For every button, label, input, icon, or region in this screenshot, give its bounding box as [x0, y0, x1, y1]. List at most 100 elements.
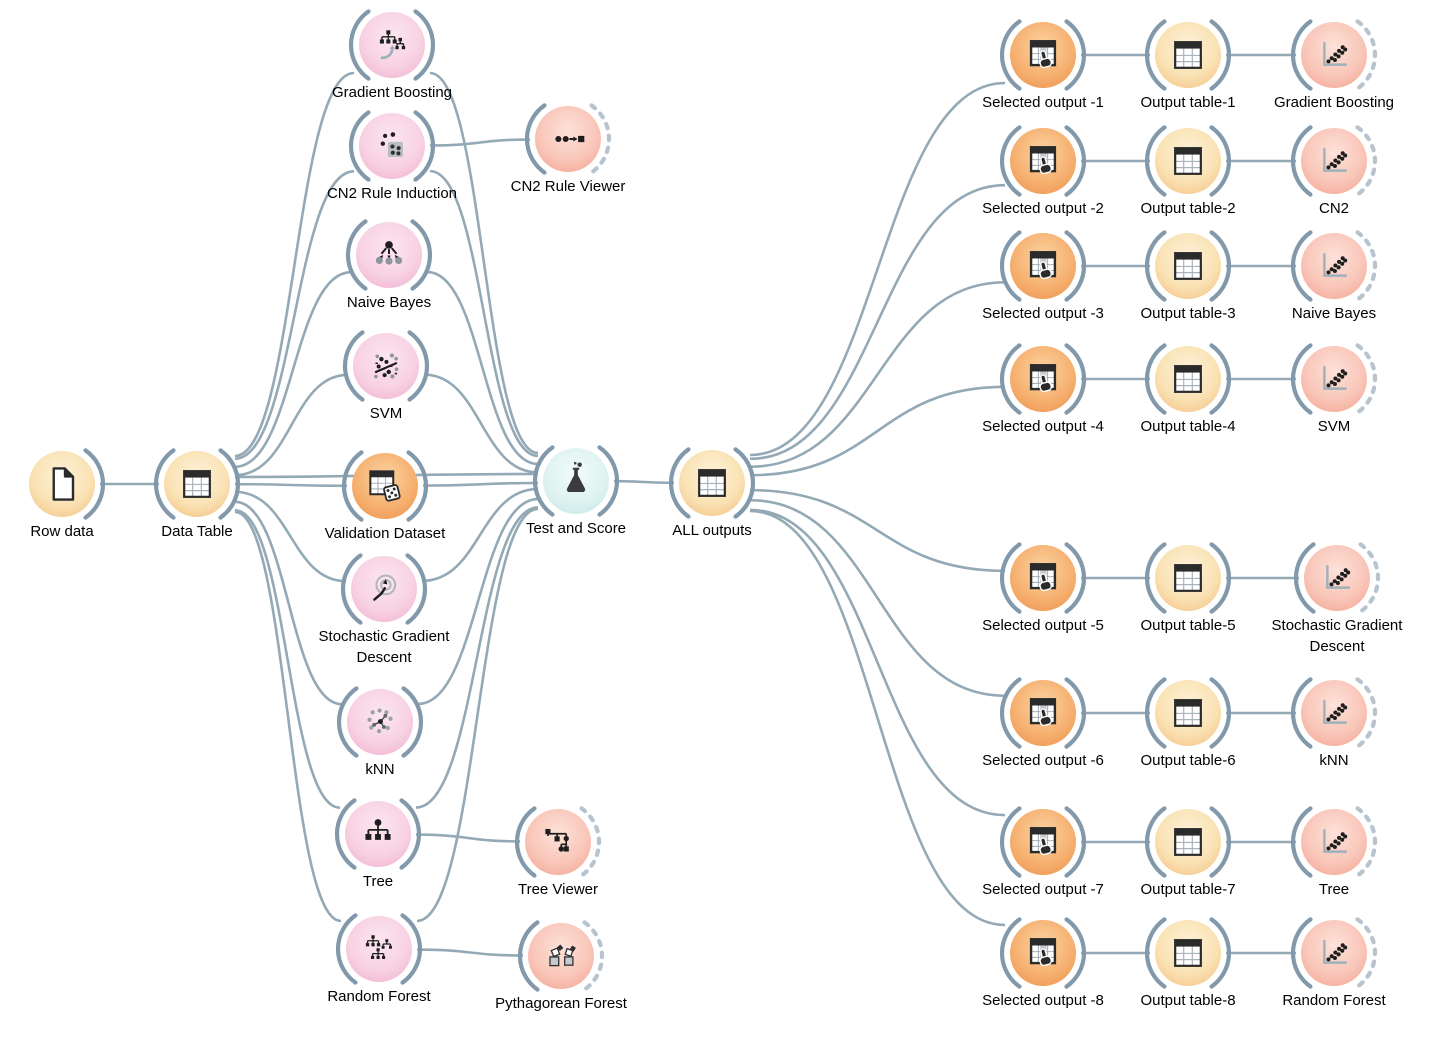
node-pythagorean-forest[interactable] [528, 923, 594, 989]
link-svm-test-and-score[interactable] [423, 373, 539, 474]
node-gradient-boosting[interactable] [359, 12, 425, 78]
node-output-table-7[interactable] [1155, 809, 1221, 875]
node-label-selected-output-8: Selected output -8 [982, 992, 1104, 1009]
random-forest-output-ear [400, 913, 423, 985]
node-label-plot-naive-bayes: Naive Bayes [1291, 305, 1377, 322]
node-stochastic-gradient-descent[interactable] [351, 556, 417, 622]
node-selected-output-7[interactable] [1010, 809, 1076, 875]
node-tree-viewer[interactable] [525, 809, 591, 875]
node-label-plot-cn2: CN2 [1318, 200, 1349, 217]
node-test-and-score[interactable] [543, 448, 609, 514]
link-knn-test-and-score[interactable] [417, 497, 539, 706]
plot-sgd-input-ear [1293, 542, 1316, 614]
link-data-table-cn2-rule-induction[interactable] [234, 170, 355, 460]
node-svm[interactable] [353, 333, 419, 399]
node-plot-gradient-boosting[interactable] [1301, 22, 1367, 88]
node-output-table-2[interactable] [1155, 128, 1221, 194]
stochastic-gradient-descent-output-ear [405, 553, 428, 625]
node-knn[interactable] [347, 689, 413, 755]
node-selected-output-3[interactable] [1010, 233, 1076, 299]
node-plot-knn[interactable] [1301, 680, 1367, 746]
node-selected-output-6[interactable] [1010, 680, 1076, 746]
tree-input-ear [334, 798, 357, 870]
link-all-outputs-selected-output-4[interactable] [749, 385, 1006, 477]
node-output-table-4[interactable] [1155, 346, 1221, 412]
node-plot-tree[interactable] [1301, 809, 1367, 875]
node-random-forest[interactable] [346, 916, 412, 982]
table-hand-icon [1021, 820, 1065, 864]
node-plot-naive-bayes[interactable] [1301, 233, 1367, 299]
node-label-output-table-7: Output table-7 [1140, 881, 1236, 898]
node-output-table-8[interactable] [1155, 920, 1221, 986]
link-stochastic-gradient-descent-test-and-score[interactable] [421, 487, 539, 583]
link-data-table-random-forest[interactable] [234, 510, 342, 923]
node-output-table-3[interactable] [1155, 233, 1221, 299]
link-data-table-tree[interactable] [234, 508, 341, 810]
node-naive-bayes[interactable] [356, 222, 422, 288]
node-selected-output-1[interactable] [1010, 22, 1076, 88]
plot-naive-bayes-output-ear [1355, 230, 1378, 302]
node-output-table-1[interactable] [1155, 22, 1221, 88]
node-cn2-rule-viewer[interactable] [535, 106, 601, 172]
link-all-outputs-selected-output-5[interactable] [749, 488, 1006, 573]
link-validation-dataset-test-and-score[interactable] [422, 481, 539, 487]
output-table-5-input-ear [1144, 542, 1167, 614]
node-label-test-and-score: Test and Score [525, 520, 627, 537]
link-all-outputs-selected-output-6[interactable] [749, 498, 1006, 698]
node-label-stochastic-gradient-descent: Stochastic Gradient Descent [318, 628, 450, 666]
cn2-rule-viewer-input-ear [524, 103, 547, 175]
link-all-outputs-selected-output-2[interactable] [749, 183, 1006, 461]
node-plot-random-forest[interactable] [1301, 920, 1367, 986]
node-label-tree-viewer: Tree Viewer [517, 881, 599, 898]
validation-dataset-input-ear [341, 450, 364, 522]
scatter-icon [1312, 820, 1356, 864]
node-data-table[interactable] [164, 451, 230, 517]
link-data-table-gradient-boosting[interactable] [234, 71, 355, 458]
node-label-plot-knn: kNN [1319, 752, 1349, 769]
link-data-table-knn[interactable] [234, 500, 343, 706]
svm-input-ear [342, 330, 365, 402]
link-data-table-naive-bayes[interactable] [234, 270, 352, 469]
node-selected-output-2[interactable] [1010, 128, 1076, 194]
link-all-outputs-selected-output-8[interactable] [749, 509, 1006, 927]
link-all-outputs-selected-output-1[interactable] [749, 81, 1006, 457]
link-gradient-boosting-test-and-score[interactable] [429, 71, 539, 455]
plot-knn-output-ear [1355, 677, 1378, 749]
link-random-forest-test-and-score[interactable] [416, 507, 539, 923]
link-naive-bayes-test-and-score[interactable] [426, 270, 539, 466]
link-test-and-score-all-outputs[interactable] [613, 479, 675, 485]
node-selected-output-5[interactable] [1010, 545, 1076, 611]
node-row-data[interactable] [29, 451, 95, 517]
link-all-outputs-selected-output-3[interactable] [749, 280, 1006, 469]
node-output-table-5[interactable] [1155, 545, 1221, 611]
link-tree-test-and-score[interactable] [415, 506, 539, 809]
node-selected-output-8[interactable] [1010, 920, 1076, 986]
gradient-boosting-input-ear [348, 9, 371, 81]
node-output-table-6[interactable] [1155, 680, 1221, 746]
table-icon [175, 462, 219, 506]
link-cn2-rule-induction-test-and-score[interactable] [429, 169, 539, 458]
node-plot-sgd[interactable] [1304, 545, 1370, 611]
node-plot-cn2[interactable] [1301, 128, 1367, 194]
output-table-4-output-ear [1209, 343, 1232, 415]
plot-cn2-output-ear [1355, 125, 1378, 197]
link-all-outputs-selected-output-7[interactable] [749, 508, 1006, 817]
link-data-table-stochastic-gradient-descent[interactable] [234, 490, 347, 583]
link-data-table-validation-dataset[interactable] [234, 482, 348, 488]
node-plot-svm[interactable] [1301, 346, 1367, 412]
node-all-outputs[interactable] [679, 450, 745, 516]
scatter-icon [1312, 33, 1356, 77]
node-cn2-rule-induction[interactable] [359, 113, 425, 179]
table-hand-icon [1021, 556, 1065, 600]
node-selected-output-4[interactable] [1010, 346, 1076, 412]
link-tree-tree-viewer[interactable] [415, 833, 521, 843]
node-validation-dataset[interactable] [352, 453, 418, 519]
rule-viewer-icon [546, 117, 590, 161]
link-random-forest-pythagorean-forest[interactable] [416, 948, 524, 957]
link-data-table-svm[interactable] [234, 373, 349, 477]
tree-viewer-input-ear [514, 806, 537, 878]
link-cn2-rule-induction-cn2-rule-viewer[interactable] [429, 138, 531, 147]
cn2-rule-viewer-output-ear [589, 103, 612, 175]
node-tree[interactable] [345, 801, 411, 867]
